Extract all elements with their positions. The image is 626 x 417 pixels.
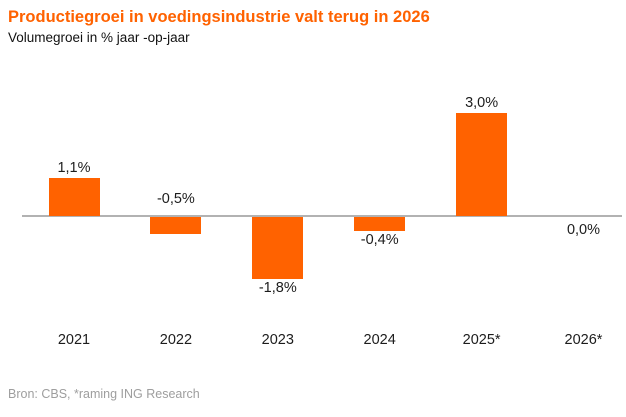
bar-2022	[150, 217, 202, 234]
value-label-2023: -1,8%	[258, 280, 297, 296]
x-axis-label-2022: 2022	[159, 332, 193, 348]
source-attribution: Bron: CBS, *raming ING Research	[8, 387, 200, 401]
x-axis-line	[22, 215, 622, 217]
value-label-2021: 1,1%	[57, 160, 91, 176]
value-label-2022: -0,5%	[156, 191, 195, 207]
value-label-2024: -0,4%	[360, 232, 399, 248]
x-axis-label-2026: 2026*	[564, 332, 603, 348]
x-axis-label-2025: 2025*	[462, 332, 501, 348]
value-label-2026: 0,0%	[566, 222, 601, 238]
x-axis-label-2023: 2023	[261, 332, 294, 348]
bar-2025	[456, 113, 508, 216]
value-label-2025: 3,0%	[465, 95, 499, 111]
bar-2023	[252, 217, 304, 279]
bar-2021	[48, 178, 100, 216]
x-axis-label-2021: 2021	[57, 332, 91, 348]
chart-title: Productiegroei in voedingsindustrie valt…	[8, 8, 430, 26]
x-axis-label-2024: 2024	[363, 332, 396, 348]
chart-subtitle: Volumegroei in % jaar -op-jaar	[8, 30, 190, 45]
bar-2024	[354, 217, 406, 231]
